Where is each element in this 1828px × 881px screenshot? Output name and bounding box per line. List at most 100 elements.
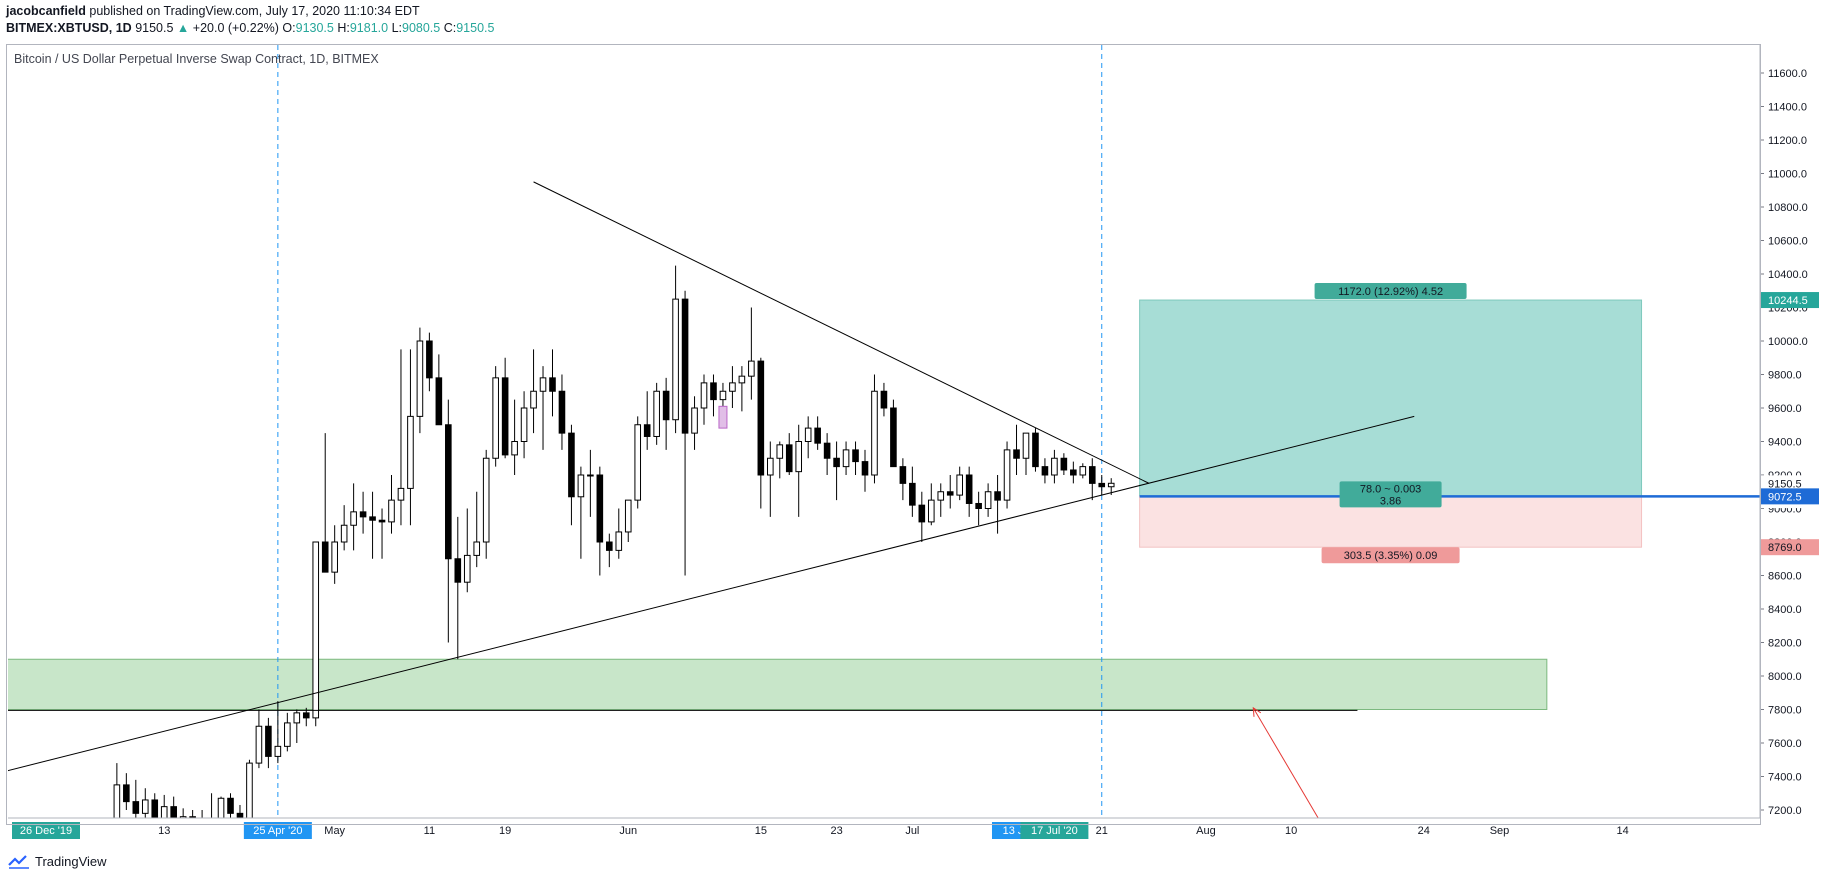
candle-body [454,558,462,583]
ascending-support-trendline [8,415,1415,772]
time-tick-label: 24 [1418,825,1430,837]
candle-body [236,812,244,818]
candle [804,416,812,459]
candle-body [141,799,149,814]
candle [634,416,642,509]
candle [539,366,547,450]
candle-body [937,491,945,501]
candle-body [672,298,679,421]
candle-body [265,725,272,757]
candle-body [151,799,159,818]
candle [435,354,443,426]
price-tick-label: 9600.0 [1768,403,1802,415]
candle [710,374,717,417]
candle-body [388,499,395,523]
candle-body [255,725,263,764]
candle-body [814,427,821,444]
candle-body [767,457,774,476]
candle-body [710,382,717,401]
candle-body [189,816,196,818]
candle [681,290,689,576]
candle [530,349,537,434]
candle-body [738,375,746,384]
candle-body [1013,449,1020,459]
candle [426,332,433,392]
candle [1051,449,1058,484]
candle [909,466,916,517]
candle-body [946,491,954,496]
candle-body [227,797,234,814]
candle-body [511,441,518,456]
candle [407,349,414,526]
candle-body [1032,432,1039,468]
candle-body [596,474,604,543]
candle [880,382,888,417]
candle [1013,424,1020,475]
candle-body [1107,482,1115,488]
candle-body [994,491,1001,501]
time-badge-label: 25 Apr '20 [253,825,302,837]
candle [558,374,566,450]
candle-body [473,541,481,556]
descending-resistance-trendline [533,181,1150,484]
price-tick-label: 8000.0 [1768,671,1802,683]
candle-body [1003,449,1011,501]
candle [463,508,471,593]
candle-body [606,541,613,551]
candle [302,707,310,727]
target-label: 1172.0 (12.92%) 4.52 [1314,283,1467,300]
candle-body [823,442,831,459]
entry-label-text: 3.86 [1380,495,1401,507]
candle-body [321,541,329,573]
candle-body [132,801,140,814]
candle-body [965,474,973,504]
candle [141,788,149,818]
target-label-text: 1172.0 (12.92%) 4.52 [1338,286,1443,298]
candle-body [378,519,386,523]
candle [227,793,234,818]
candle-body [397,487,405,501]
candle-body [927,499,935,523]
candle [937,483,945,517]
arrow-head [1252,706,1262,717]
candle [416,327,424,434]
candle-body [880,390,888,409]
support-zone [8,658,1548,710]
candle [236,804,244,818]
symbol-label[interactable]: BITMEX:XBTUSD, 1D [6,21,132,35]
author-name[interactable]: jacobcanfield [6,4,86,18]
price-badge-bg [1761,488,1819,505]
candle-body [587,474,594,477]
candle [284,712,291,752]
highlight-marker [718,405,728,429]
candle-body [558,390,566,434]
candle [359,491,367,534]
candle-body [1098,482,1106,488]
candle [255,709,263,769]
candle [852,441,859,475]
open-value: 9130.5 [295,21,334,35]
candle [132,779,140,818]
candle [596,466,604,576]
candle-body [113,784,121,818]
candle [662,377,670,450]
candle-body [435,377,443,426]
candle-body [369,516,376,521]
footer-brand[interactable]: TradingView [35,854,107,869]
candle-body [890,407,897,468]
candle [1098,475,1106,496]
candle-body [1088,466,1096,484]
candle-body [662,390,670,421]
candle [795,424,803,517]
price-badge-bg [1761,539,1819,556]
candle [312,541,320,727]
candle [217,796,225,818]
candle [397,349,405,526]
candle-body [246,762,253,818]
price-tick-label: 7600.0 [1768,738,1802,750]
price-tick-label: 10400.0 [1768,269,1808,281]
candle-body [757,360,765,476]
candle [965,466,973,517]
price-tick-label: 9800.0 [1768,370,1802,382]
